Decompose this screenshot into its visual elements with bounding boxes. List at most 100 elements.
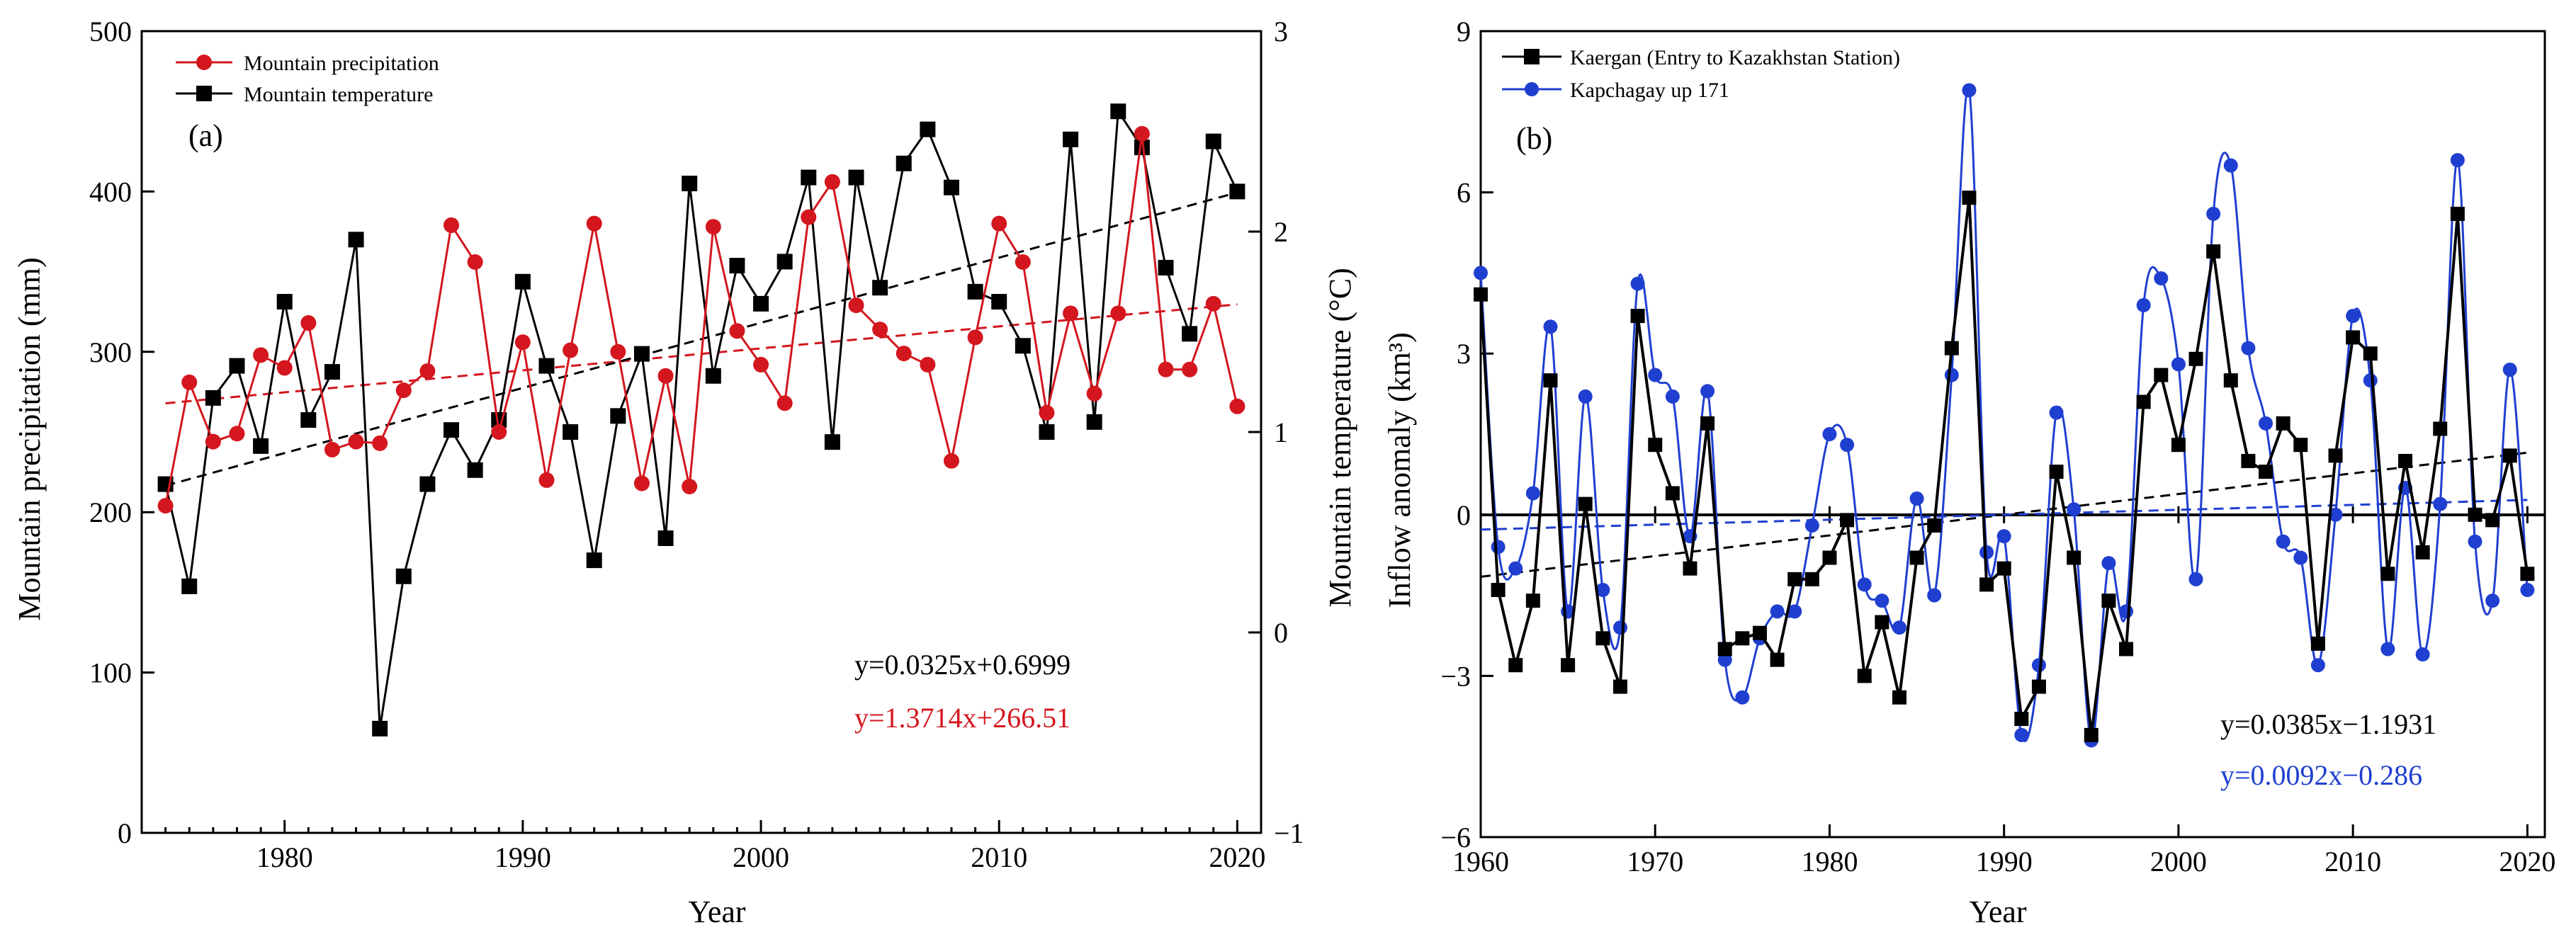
temperature-point xyxy=(181,578,198,594)
precipitation-point xyxy=(419,363,436,379)
precipitation-point xyxy=(1063,305,1079,322)
kaergan-point xyxy=(2346,330,2361,345)
panel-a-legend: Mountain precipitation Mountain temperat… xyxy=(176,52,439,106)
panel-a-label: (a) xyxy=(188,118,223,153)
kapchagay-point xyxy=(1892,620,1906,635)
kapchagay-point xyxy=(2136,297,2151,312)
precipitation-point xyxy=(467,254,483,271)
precipitation-point xyxy=(229,426,245,442)
legend-precipitation-label: Mountain precipitation xyxy=(244,52,439,75)
temperature-point xyxy=(1039,424,1055,440)
kaergan-point xyxy=(1525,593,1540,608)
precipitation-point xyxy=(586,215,602,232)
y2-tick-label: 1 xyxy=(1274,416,1288,448)
precipitation-point xyxy=(801,209,817,225)
kapchagay-point xyxy=(1508,561,1523,576)
temperature-point xyxy=(729,258,745,274)
kapchagay-point xyxy=(1543,319,1558,334)
temperature-point xyxy=(1182,326,1198,342)
kapchagay-point xyxy=(2328,507,2343,522)
y-tick-label: 0 xyxy=(1457,499,1471,531)
temperature-point xyxy=(657,530,674,546)
legend-precipitation-marker xyxy=(196,55,212,70)
temperature-point xyxy=(848,169,864,186)
precipitation-line xyxy=(164,133,1238,506)
y-tick-label: 3 xyxy=(1457,338,1471,370)
precipitation-point xyxy=(491,424,507,440)
kapchagay-point xyxy=(2485,593,2500,608)
precipitation-point xyxy=(538,472,555,488)
kaergan-point xyxy=(2433,421,2448,436)
trend-line-temperature xyxy=(165,191,1238,487)
kapchagay-point xyxy=(2310,658,2325,673)
kaergan-point xyxy=(2380,567,2395,581)
panel-b-series xyxy=(1474,83,2535,748)
kapchagay-point xyxy=(2014,727,2029,742)
temperature-point xyxy=(943,179,959,195)
kapchagay-point xyxy=(1612,620,1627,635)
kapchagay-point xyxy=(1962,83,1977,98)
x-tick-label: 1980 xyxy=(256,841,313,873)
precipitation-point xyxy=(1015,254,1031,271)
y-tick-label: −6 xyxy=(1440,822,1471,853)
panel-b-trend-lines xyxy=(1480,451,2528,578)
temperature-point xyxy=(324,364,340,380)
kapchagay-point xyxy=(2346,309,2361,324)
kapchagay-point xyxy=(1474,266,1488,280)
kaergan-point xyxy=(1892,690,1906,705)
kapchagay-point xyxy=(2293,550,2308,565)
precipitation-point xyxy=(563,342,579,358)
legend-kaergan-label: Kaergan (Entry to Kazakhstan Station) xyxy=(1570,46,1900,69)
kaergan-point xyxy=(2259,465,2273,479)
y-tick-label: 100 xyxy=(89,657,132,689)
panel-b: 1960 1970 1980 1990 2000 2010 2020 −6 −3 0 3 6 9 Kae… xyxy=(1382,16,2555,929)
precipitation-point xyxy=(1134,125,1150,142)
kapchagay-point xyxy=(1595,583,1610,598)
y-tick-label: 400 xyxy=(89,176,132,208)
kapchagay-trend-equation: y=0.0092x−0.286 xyxy=(2220,759,2422,791)
kapchagay-point xyxy=(2363,373,2378,388)
kapchagay-point xyxy=(1804,518,1819,533)
precipitation-point xyxy=(1158,361,1174,377)
precipitation-point xyxy=(1182,361,1198,377)
x-tick-label: 1980 xyxy=(1801,846,1858,877)
kapchagay-point xyxy=(1927,588,1942,603)
precipitation-point xyxy=(372,435,388,451)
temperature-point xyxy=(801,169,817,186)
panel-b-label: (b) xyxy=(1516,121,1552,156)
kaergan-point xyxy=(1717,642,1732,657)
legend-kapchagay-label: Kapchagay up 171 xyxy=(1570,79,1729,102)
kapchagay-point xyxy=(2380,642,2395,657)
kapchagay-point xyxy=(1717,652,1732,667)
temperature-point xyxy=(205,390,221,406)
kapchagay-point xyxy=(2520,583,2535,598)
kapchagay-point xyxy=(2154,271,2169,285)
kaergan-point xyxy=(1595,631,1610,646)
x-tick-label: 1990 xyxy=(495,841,551,873)
kaergan-point xyxy=(1979,577,1994,592)
x-tick-label: 2010 xyxy=(971,841,1027,873)
kapchagay-point xyxy=(1857,577,1872,592)
precipitation-point xyxy=(753,356,769,373)
y-tick-label: 0 xyxy=(118,817,132,849)
kaergan-point xyxy=(2310,636,2325,651)
temperature-point xyxy=(372,720,388,737)
legend-temperature-label: Mountain temperature xyxy=(244,83,433,106)
precipitation-point xyxy=(729,323,745,339)
kaergan-point xyxy=(1944,341,1959,356)
panel-b-ticks: 1960 1970 1980 1990 2000 2010 2020 −6 −3 0 3 6 9 xyxy=(1440,16,2555,877)
precipitation-point xyxy=(1086,385,1102,402)
temperature-point xyxy=(538,358,555,374)
kapchagay-point xyxy=(2276,534,2290,549)
kaergan-point xyxy=(2014,712,2029,727)
precipitation-point xyxy=(348,433,364,450)
precipitation-point xyxy=(276,360,293,376)
precipitation-point xyxy=(705,219,721,235)
kapchagay-point xyxy=(2188,572,2203,586)
kapchagay-point xyxy=(1909,491,1924,506)
kaergan-point xyxy=(1996,561,2011,576)
kapchagay-point xyxy=(1630,276,1645,291)
precipitation-point xyxy=(896,346,912,362)
kaergan-point xyxy=(2119,642,2134,657)
